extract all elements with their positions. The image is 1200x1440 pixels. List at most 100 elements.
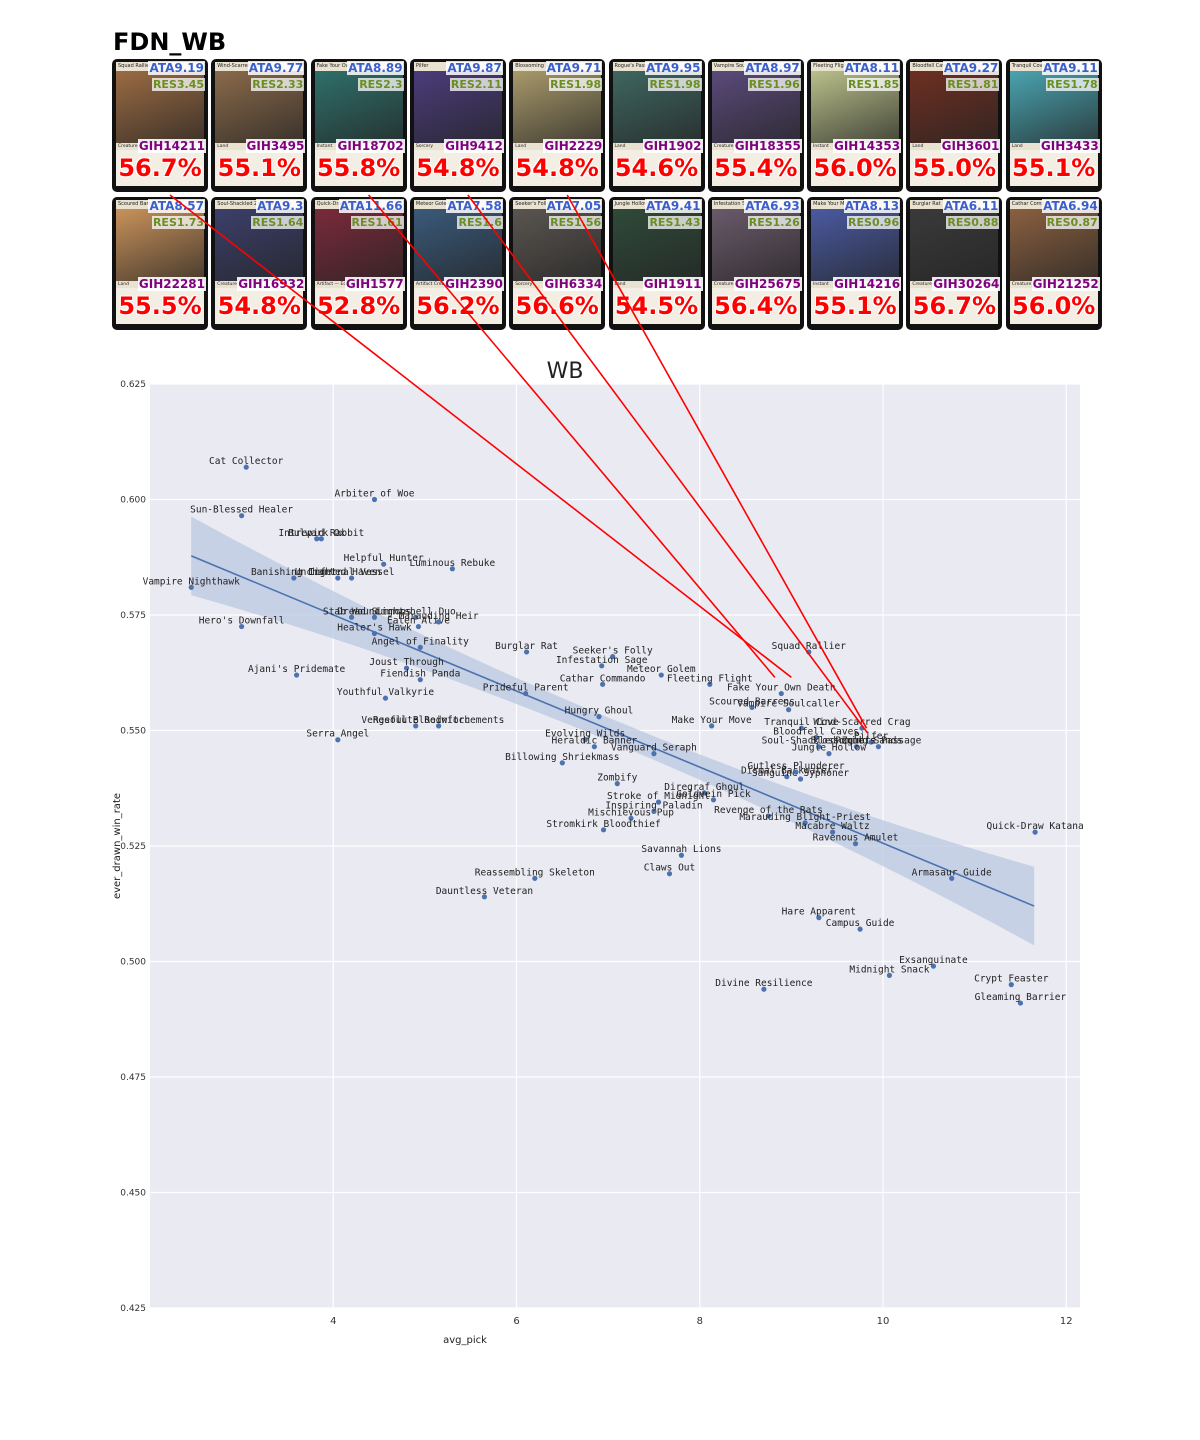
data-point <box>930 963 936 969</box>
data-point-label: Wind-Scarred Crag <box>813 717 910 728</box>
card-ata: ATA9.77 <box>247 61 305 75</box>
card-tile[interactable]: Make Your Move Instant ATA8.13 RES0.96 GIH14… <box>807 197 904 330</box>
card-win-rate: 56.4% <box>714 292 798 320</box>
card-ata: ATA6.93 <box>744 199 801 213</box>
y-tick-label: 0.550 <box>120 727 146 737</box>
data-point-label: Angel of Finality <box>372 636 470 647</box>
data-point-label: Evolving Wilds <box>545 729 625 740</box>
card-win-rate: 56.0% <box>813 154 897 182</box>
data-point-label: Fiendish Panda <box>380 669 460 680</box>
data-point <box>371 630 378 637</box>
data-point-label: Vampire Soulcaller <box>737 699 840 710</box>
data-point <box>806 649 812 655</box>
data-point <box>417 644 423 650</box>
data-point <box>798 725 805 731</box>
card-textbox <box>314 150 403 186</box>
data-point <box>651 808 657 814</box>
data-point-label: Squad Rallier <box>772 641 847 652</box>
card-tile[interactable]: Seeker's Folly Sorcery ATA7.05 RES1.56 GIH63… <box>509 197 606 330</box>
card-tile[interactable]: Burglar Rat Creature — Rat ATA6.11 RES0.88 G… <box>906 197 1003 330</box>
card-gih: GIH14211 <box>137 139 206 153</box>
data-point-label: Gutless Plunderer <box>747 761 845 772</box>
card-ata: ATA9.27 <box>942 61 1000 75</box>
y-tick-label: 0.575 <box>120 611 146 621</box>
card-tile[interactable]: Rogue's Passage Land ATA9.95 RES1.98 GIH1902… <box>608 59 705 192</box>
data-point <box>786 707 792 713</box>
data-point <box>813 734 819 741</box>
data-point <box>188 584 194 590</box>
data-point <box>600 681 606 687</box>
data-point <box>294 672 300 678</box>
card-textbox <box>910 288 999 324</box>
card-ata: ATA6.94 <box>1042 199 1099 213</box>
card-tile[interactable]: Quick-Draw KatanaArtifact — EquipmentATA… <box>310 197 407 330</box>
data-point <box>239 623 245 630</box>
card-tile[interactable]: Bloodfell Caves Land ATA9.27 RES1.81 GIH3601… <box>906 59 1003 192</box>
data-point <box>709 723 715 729</box>
data-point-label: Vanguard Seraph <box>611 743 697 754</box>
data-point <box>335 737 341 743</box>
data-point <box>599 663 605 669</box>
data-point <box>868 739 874 745</box>
plot-area <box>150 384 1080 1308</box>
card-tile[interactable]: Blossoming Sands Land ATA9.71 RES1.98 GIH222… <box>509 59 606 192</box>
card-gih: GIH3495 <box>245 139 306 153</box>
card-gih: GIH3601 <box>940 139 1001 153</box>
card-res: RES3.45 <box>151 78 205 91</box>
card-gih: GIH21252 <box>1031 277 1100 291</box>
card-res: RES1.96 <box>747 78 801 91</box>
card-tile[interactable]: Fleeting Flight Instant ATA8.11 RES1.85 GIH1… <box>807 59 904 192</box>
card-win-rate: 54.8% <box>416 154 500 182</box>
card-tile[interactable]: Scoured Barrens Land ATA8.57 RES1.73 GIH2228… <box>112 197 208 330</box>
card-win-rate: 54.8% <box>217 292 301 320</box>
card-textbox <box>910 150 999 186</box>
card-ata: ATA9.11 <box>1042 61 1099 75</box>
data-point <box>371 496 378 503</box>
data-point-label: Seeker's Folly <box>573 646 653 657</box>
card-res: RES0.96 <box>847 216 901 229</box>
card-textbox <box>413 150 502 186</box>
card-res: RES1.61 <box>350 216 404 229</box>
card-ata: ATA9.71 <box>545 61 603 75</box>
card-tile[interactable]: Fake Your Own Death Instant ATA8.89 RES2.3 G… <box>310 59 407 192</box>
data-point-label: Cat Collector <box>209 456 284 467</box>
card-res: RES1.26 <box>747 216 801 229</box>
data-point <box>413 723 419 729</box>
card-tile[interactable]: Jungle Hollow Land ATA9.41 RES1.43 GIH1911 54… <box>608 197 705 330</box>
x-tick-label: 6 <box>513 1316 519 1327</box>
data-point <box>415 623 422 630</box>
card-tile[interactable]: Pilfer Sorcery ATA9.87 RES2.11 GIH9412 54.8% <box>409 59 506 192</box>
data-point <box>481 894 488 900</box>
data-point-label: Fake Your Own Death <box>727 683 836 694</box>
card-ata: ATA8.57 <box>148 199 205 213</box>
data-point-label: Rogue's Passage <box>836 736 922 747</box>
data-point <box>857 926 863 932</box>
card-win-rate: 55.8% <box>316 154 401 182</box>
data-point <box>875 744 882 750</box>
data-point-label: Stroke of Midnight <box>607 791 710 802</box>
data-point <box>707 681 713 687</box>
card-win-rate: 52.8% <box>316 292 401 320</box>
data-point <box>403 665 410 671</box>
data-point <box>559 760 565 766</box>
data-point-label: Arbiter of Woe <box>334 489 414 500</box>
data-point-label: Healer's Hawk <box>337 622 412 633</box>
card-gih: GIH1902 <box>642 139 703 153</box>
card-ata: ATA8.13 <box>843 199 901 213</box>
data-point-label: Fleeting Flight <box>667 673 753 684</box>
data-point-label: Mischievous Pup <box>588 807 674 818</box>
data-point-label: Joust Through <box>369 657 443 668</box>
data-point <box>784 774 790 780</box>
card-ata: ATA8.97 <box>744 61 801 75</box>
card-textbox <box>811 150 900 186</box>
y-tick-label: 0.600 <box>120 496 146 506</box>
card-tile[interactable]: Tranquil Cove Land ATA9.11 RES1.78 GIH3433 55… <box>1005 59 1102 192</box>
card-tile[interactable]: Wind-Scarred Crag Land ATA9.77 RES2.33 GIH34… <box>211 59 308 192</box>
card-ata: ATA9.87 <box>446 61 503 75</box>
